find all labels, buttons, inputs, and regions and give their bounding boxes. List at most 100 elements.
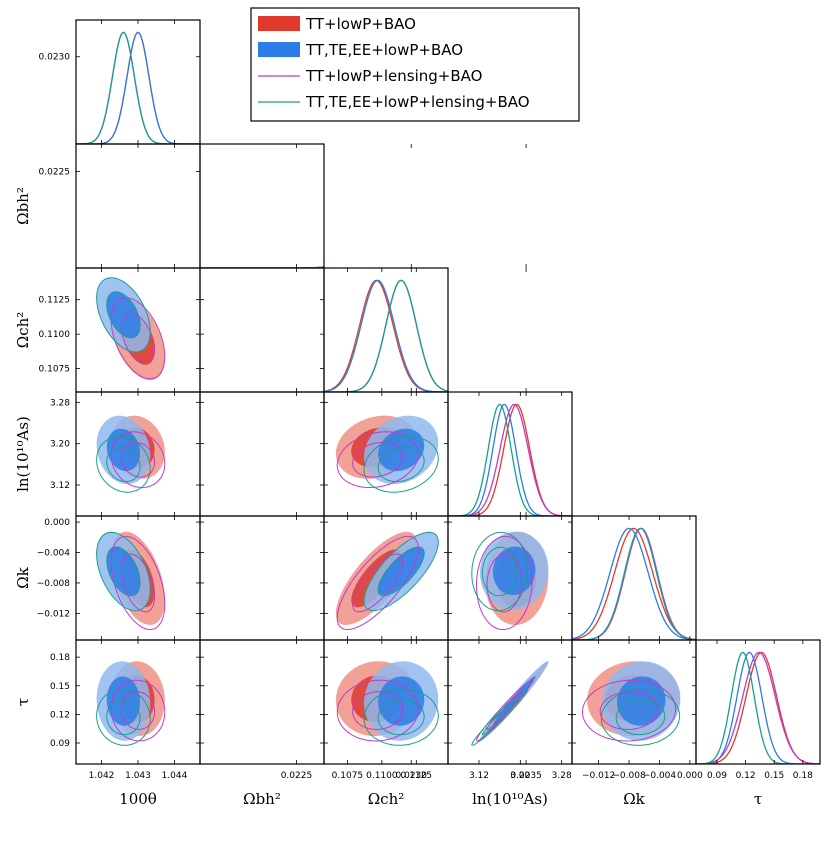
y-tick-label-tau: 0.15: [50, 682, 70, 692]
panel-frame: [695, 639, 821, 765]
x-tick-label-omk: 0.000: [677, 771, 703, 781]
marginal-tau: [695, 639, 821, 765]
contour-line-1sigma-2: [120, 553, 156, 613]
legend-label-3: TT,TE,EE+lowP+lensing+BAO: [305, 93, 530, 111]
contour-panel-omk-tau: [571, 639, 697, 765]
contour-line-2sigma-3: [96, 688, 151, 746]
x-axis-label-omk: Ωk: [623, 790, 645, 808]
axes-layer: 1.042 1.043 1.044 100θ 0.0225 0.0230 0.0235 Ωbh…: [14, 20, 813, 808]
panel-frame: [75, 19, 201, 145]
marginal-curve-3: [76, 31, 200, 144]
y-tick-label-omch2: 0.1125: [39, 296, 71, 306]
marginal-omk: [571, 515, 697, 641]
x-axis-label-tau: τ: [754, 790, 762, 808]
x-tick-label-omk: −0.004: [643, 771, 677, 781]
contour-line-2sigma-2: [111, 0, 165, 107]
y-axis-label-tau: τ: [14, 698, 32, 706]
contour-1sigma-1: [617, 676, 666, 726]
x-tick-label-logA: 3.20: [510, 771, 530, 781]
contour-line-2sigma-2: [476, 679, 533, 742]
contour-panel-omch2-omk: [323, 515, 449, 641]
marginal-curve-3: [696, 651, 820, 764]
contour-line-2sigma-2: [110, 431, 166, 489]
marginal-curve-1: [76, 31, 200, 144]
contour-line-1sigma-3: [106, 446, 141, 483]
contour-line-2sigma-2: [110, 297, 166, 380]
x-axis-label-ombh2: Ωbh²: [243, 790, 281, 808]
contour-line-1sigma-2: [599, 691, 659, 730]
contour-line-2sigma-3: [471, 531, 529, 612]
contour-panel-theta-logA: [75, 391, 201, 517]
panel-frame: [199, 639, 325, 765]
marginal-curve-0: [696, 651, 820, 764]
contour-panel-theta-ombh2: [75, 0, 201, 269]
x-tick-label-tau: 0.15: [764, 771, 784, 781]
marginal-curve-3: [448, 403, 572, 516]
contour-line-1sigma-2: [120, 691, 156, 730]
contour-line-1sigma-3: [377, 699, 425, 736]
y-axis-label-omk: Ωk: [14, 566, 32, 588]
contour-line-1sigma-3: [615, 699, 666, 736]
contour-line-2sigma-3: [363, 435, 439, 493]
legend-label-2: TT+lowP+lensing+BAO: [305, 67, 482, 85]
marginal-curve-0: [76, 31, 200, 144]
x-tick-label-ombh2: 0.0225: [281, 771, 313, 781]
contour-panel-ombh2-omch2: [199, 267, 325, 393]
contour-line-2sigma-3: [363, 531, 439, 612]
x-tick-label-theta: 1.043: [125, 771, 151, 781]
contour-line-2sigma-2: [336, 431, 419, 489]
panel-frame: [199, 515, 325, 641]
contour-line-1sigma-2: [121, 7, 154, 84]
contour-panel-logA-tau: [447, 639, 573, 765]
contour-line-1sigma-2: [120, 312, 156, 364]
marginal-curve-2: [76, 31, 200, 144]
y-tick-label-tau: 0.18: [50, 653, 70, 663]
contour-line-2sigma-3: [97, 19, 151, 131]
contour-panel-theta-omk: [75, 515, 201, 641]
legend: TT+lowP+BAO TT,TE,EE+lowP+BAO TT+lowP+le…: [250, 7, 580, 122]
y-tick-label-omk: −0.008: [37, 579, 71, 589]
contour-line-2sigma-3: [96, 531, 151, 612]
x-tick-label-logA: 3.28: [552, 771, 572, 781]
x-tick-label-omk: −0.012: [582, 771, 615, 781]
contour-panel-theta-tau: [75, 639, 201, 765]
legend-label-1: TT,TE,EE+lowP+BAO: [305, 41, 463, 59]
contour-line-1sigma-2: [486, 691, 523, 730]
contour-line-2sigma-3: [600, 688, 681, 746]
x-axis-label-logA: ln(10¹⁰As): [472, 790, 548, 808]
x-tick-label-tau: 0.12: [736, 771, 756, 781]
panel-frame: [199, 143, 325, 269]
contour-2sigma-1: [97, 19, 151, 131]
x-axis-label-theta: 100θ: [119, 790, 157, 808]
panel-frame: [199, 391, 325, 517]
panels-layer: [75, 0, 821, 765]
x-tick-label-omch2: 0.1075: [332, 771, 364, 781]
contour-line-1sigma-2: [352, 553, 404, 613]
y-tick-label-tau: 0.09: [50, 739, 70, 749]
contour-line-1sigma-3: [481, 546, 518, 597]
contour-1sigma-1: [378, 676, 425, 726]
y-tick-label-omk: −0.012: [37, 609, 70, 619]
x-tick-label-omch2: 0.1100: [366, 771, 398, 781]
x-tick-label-ombh2: 0.0230: [396, 771, 428, 781]
contour-panel-logA-omk: [447, 515, 573, 641]
contour-line-2sigma-3: [363, 688, 439, 746]
legend-swatch-1: [258, 42, 300, 57]
y-tick-label-omk: −0.004: [37, 549, 71, 559]
y-tick-label-omch2: 0.1100: [39, 330, 71, 340]
x-tick-label-omch2: 0.1125: [401, 771, 433, 781]
contour-panel-theta-omch2: [75, 267, 201, 393]
marginal-logA: [447, 391, 573, 517]
contour-line-2sigma-2: [110, 679, 166, 742]
contour-line-2sigma-2: [336, 679, 419, 742]
marginal-omch2: [323, 267, 449, 393]
contour-line-2sigma-3: [96, 277, 151, 353]
contour-line-1sigma-2: [120, 441, 156, 478]
x-tick-label-tau: 0.18: [793, 771, 813, 781]
x-axis-label-omch2: Ωch²: [368, 790, 405, 808]
contour-line-1sigma-2: [486, 553, 523, 613]
marginal-curve-0: [448, 403, 572, 516]
marginal-theta: [75, 19, 201, 145]
marginal-curve-1: [572, 527, 696, 640]
